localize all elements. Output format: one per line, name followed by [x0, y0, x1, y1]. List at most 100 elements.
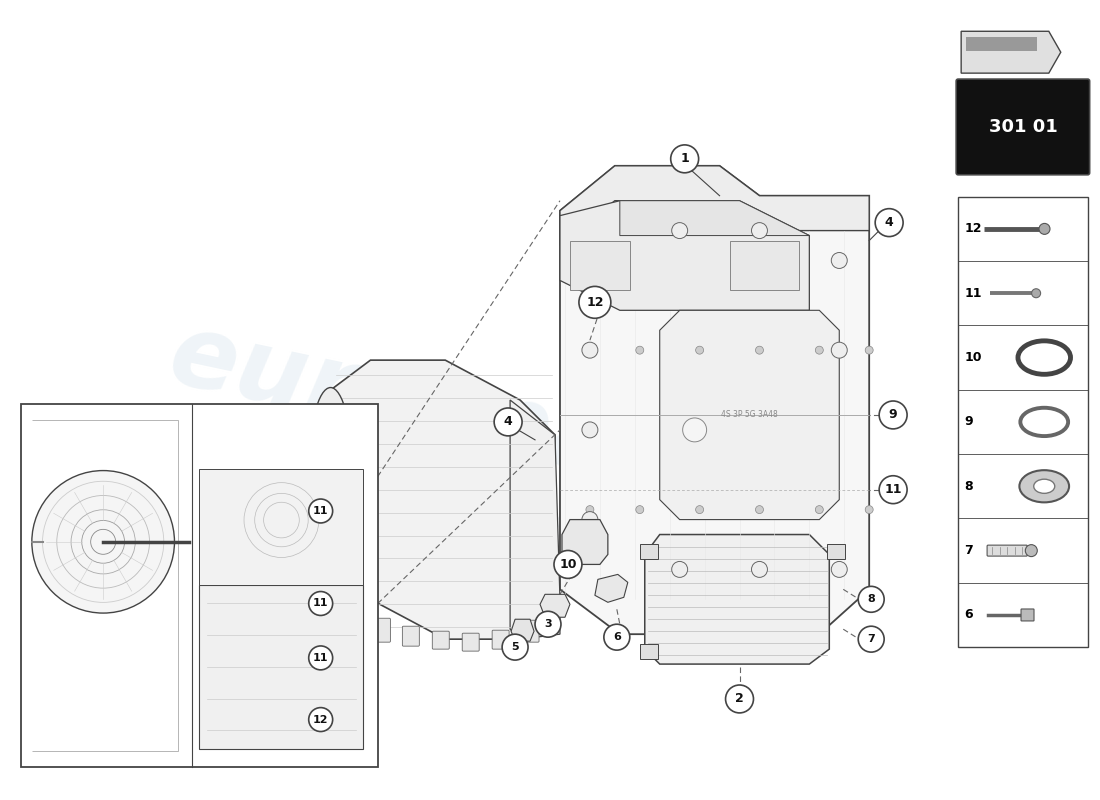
- Circle shape: [494, 408, 522, 436]
- Circle shape: [672, 222, 688, 238]
- Text: 12: 12: [312, 714, 329, 725]
- Text: 11: 11: [312, 506, 329, 516]
- Circle shape: [815, 346, 823, 354]
- Polygon shape: [331, 360, 556, 639]
- Circle shape: [726, 685, 754, 713]
- Circle shape: [309, 591, 332, 615]
- Text: 4: 4: [884, 216, 893, 229]
- Circle shape: [751, 222, 768, 238]
- Polygon shape: [645, 534, 829, 664]
- Text: 4S 3P 5G 3A48: 4S 3P 5G 3A48: [722, 410, 778, 419]
- Circle shape: [604, 624, 630, 650]
- FancyBboxPatch shape: [462, 633, 480, 651]
- Text: 4: 4: [504, 415, 513, 429]
- Ellipse shape: [1020, 470, 1069, 502]
- Polygon shape: [560, 201, 810, 310]
- Circle shape: [502, 634, 528, 660]
- Circle shape: [1025, 545, 1037, 557]
- Text: 11: 11: [884, 483, 902, 496]
- Text: 8: 8: [867, 594, 876, 604]
- Circle shape: [582, 342, 598, 358]
- Circle shape: [832, 253, 847, 269]
- Circle shape: [876, 209, 903, 237]
- Circle shape: [751, 562, 768, 578]
- Circle shape: [695, 506, 704, 514]
- Circle shape: [636, 506, 644, 514]
- Circle shape: [671, 145, 698, 173]
- Text: 10: 10: [965, 351, 981, 364]
- Text: 9: 9: [965, 415, 972, 429]
- FancyBboxPatch shape: [21, 404, 377, 766]
- Text: 12: 12: [586, 296, 604, 309]
- Circle shape: [554, 550, 582, 578]
- Text: 6: 6: [965, 609, 972, 622]
- Circle shape: [1032, 289, 1041, 298]
- Polygon shape: [562, 519, 608, 565]
- Text: 3: 3: [544, 619, 552, 630]
- FancyBboxPatch shape: [522, 620, 539, 642]
- Polygon shape: [512, 619, 534, 641]
- Circle shape: [309, 499, 332, 523]
- Polygon shape: [199, 586, 363, 749]
- Text: 301 01: 301 01: [989, 118, 1057, 136]
- Circle shape: [672, 562, 688, 578]
- Circle shape: [756, 506, 763, 514]
- Polygon shape: [570, 241, 630, 290]
- Circle shape: [579, 286, 610, 318]
- Text: a passion founded 1985: a passion founded 1985: [254, 451, 586, 548]
- Polygon shape: [199, 470, 363, 586]
- Polygon shape: [961, 31, 1060, 73]
- Circle shape: [866, 346, 873, 354]
- Polygon shape: [827, 545, 845, 559]
- Text: 7: 7: [867, 634, 876, 644]
- FancyBboxPatch shape: [987, 545, 1027, 556]
- Polygon shape: [595, 574, 628, 602]
- Circle shape: [815, 506, 823, 514]
- Polygon shape: [640, 545, 658, 559]
- Text: 6: 6: [613, 632, 620, 642]
- Text: 10: 10: [559, 558, 576, 571]
- Text: eurospares: eurospares: [161, 306, 800, 533]
- FancyBboxPatch shape: [966, 38, 1037, 51]
- Circle shape: [879, 476, 908, 504]
- Text: 11: 11: [312, 598, 329, 609]
- Circle shape: [586, 506, 594, 514]
- Circle shape: [756, 346, 763, 354]
- FancyBboxPatch shape: [403, 626, 419, 646]
- Circle shape: [309, 646, 332, 670]
- Polygon shape: [560, 166, 869, 246]
- Circle shape: [582, 422, 598, 438]
- Text: 1: 1: [680, 152, 689, 166]
- Text: 8: 8: [965, 480, 972, 493]
- Circle shape: [582, 512, 598, 527]
- Circle shape: [858, 626, 884, 652]
- Text: 5: 5: [512, 642, 519, 652]
- Circle shape: [235, 474, 328, 566]
- FancyBboxPatch shape: [492, 630, 509, 649]
- Circle shape: [32, 470, 175, 613]
- Polygon shape: [660, 310, 839, 519]
- Polygon shape: [640, 644, 658, 659]
- Ellipse shape: [1034, 479, 1055, 494]
- Circle shape: [309, 708, 332, 731]
- Circle shape: [832, 562, 847, 578]
- Text: 9: 9: [889, 409, 898, 422]
- FancyBboxPatch shape: [432, 631, 449, 649]
- Circle shape: [1040, 223, 1050, 234]
- Polygon shape: [510, 400, 560, 639]
- Circle shape: [866, 506, 873, 514]
- Ellipse shape: [308, 387, 353, 562]
- Text: 11: 11: [312, 653, 329, 663]
- Circle shape: [636, 346, 644, 354]
- Text: 11: 11: [965, 286, 981, 300]
- Circle shape: [683, 418, 706, 442]
- Polygon shape: [560, 166, 869, 634]
- Circle shape: [695, 346, 704, 354]
- Circle shape: [586, 346, 594, 354]
- Circle shape: [858, 586, 884, 612]
- Polygon shape: [729, 241, 800, 290]
- Circle shape: [535, 611, 561, 637]
- Text: 12: 12: [965, 222, 981, 235]
- Polygon shape: [619, 201, 810, 235]
- FancyBboxPatch shape: [958, 197, 1088, 647]
